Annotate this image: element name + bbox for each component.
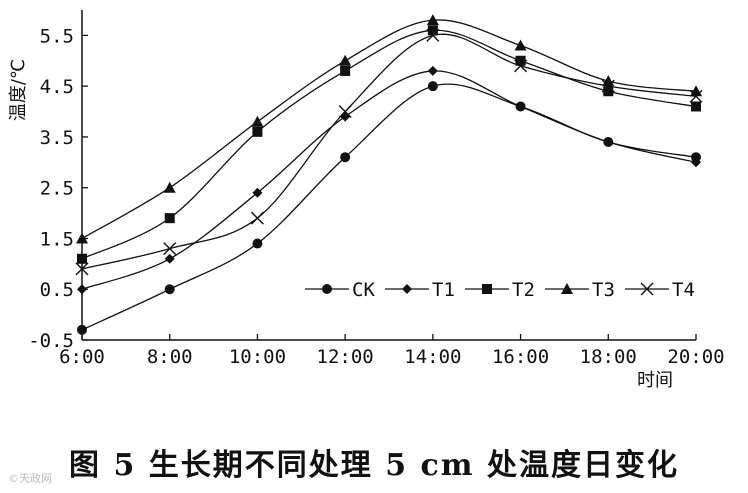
data-point-t1 xyxy=(77,284,87,295)
data-point-t3 xyxy=(602,75,615,87)
data-point-t3 xyxy=(76,232,88,244)
data-point-t2 xyxy=(340,65,351,76)
data-point-t1 xyxy=(603,137,614,147)
y-tick-label: -0.5 xyxy=(28,330,74,352)
y-tick-label: 0.5 xyxy=(40,279,74,301)
x-tick-label: 6:00 xyxy=(59,346,105,368)
data-point-ck xyxy=(164,284,175,295)
data-point-t2 xyxy=(164,213,175,224)
data-point-t4 xyxy=(426,28,440,42)
series-line-t2 xyxy=(81,29,697,260)
data-point-t2 xyxy=(252,126,263,137)
data-point-t3 xyxy=(426,14,439,26)
series-group xyxy=(75,14,703,335)
data-point-ck xyxy=(340,152,351,163)
series-t4 xyxy=(75,28,703,276)
data-point-t4 xyxy=(514,59,528,73)
data-point-t4 xyxy=(75,262,89,276)
tick-group: -0.5 0.5 1.5 2.5 3.5 4.5 5.5 6:00 8:00 10:00 12:00… xyxy=(28,25,724,368)
x-axis-title: 时间 xyxy=(637,370,673,391)
data-point-t4 xyxy=(601,79,615,93)
x-tick-label: 18:00 xyxy=(580,346,637,368)
data-point-t1 xyxy=(164,253,175,264)
data-point-t4 xyxy=(250,211,264,225)
data-point-ck xyxy=(427,81,438,92)
legend: CK T1 T2 T3 T4 xyxy=(305,279,695,301)
legend-label: T3 xyxy=(592,279,615,301)
x-tick-label: 10:00 xyxy=(229,346,286,368)
data-point-t2 xyxy=(427,25,438,36)
legend-item-t3: T3 xyxy=(545,279,615,301)
data-point-t4 xyxy=(689,89,703,103)
line-chart: -0.5 0.5 1.5 2.5 3.5 4.5 5.5 6:00 8:00 10:00 12:00… xyxy=(8,10,725,391)
data-point-t1 xyxy=(252,187,263,198)
data-point-t1 xyxy=(515,101,526,112)
y-tick-label: 3.5 xyxy=(40,127,74,149)
x-tick-label: 14:00 xyxy=(404,346,461,368)
x-tick-label: 16:00 xyxy=(492,346,549,368)
data-point-t3 xyxy=(514,39,527,51)
data-point-t4 xyxy=(163,242,177,256)
x-tick-label: 12:00 xyxy=(317,346,374,368)
data-point-t1 xyxy=(340,111,351,122)
data-point-ck xyxy=(252,238,263,249)
data-point-t2 xyxy=(77,253,87,264)
watermark: ©天政网 xyxy=(8,472,52,485)
legend-item-ck: CK xyxy=(305,279,375,301)
legend-label: T4 xyxy=(672,279,695,301)
legend-item-t4: T4 xyxy=(625,279,695,301)
series-t2 xyxy=(77,25,701,264)
legend-label: T1 xyxy=(432,279,455,301)
legend-marker-t1 xyxy=(402,284,412,294)
legend-marker-t2 xyxy=(482,284,492,294)
y-tick-label: 2.5 xyxy=(40,178,74,200)
x-tick-label: 20:00 xyxy=(667,346,724,368)
figure-caption: 图 5 生长期不同处理 5 cm 处温度日变化 xyxy=(69,448,679,483)
y-tick-label: 1.5 xyxy=(40,228,74,250)
data-point-t2 xyxy=(603,86,614,97)
data-point-t3 xyxy=(251,115,264,127)
data-point-t2 xyxy=(515,55,526,66)
y-axis-title: 温度/℃ xyxy=(8,59,29,121)
series-line-t4 xyxy=(81,33,697,270)
data-point-t2 xyxy=(691,101,701,112)
legend-label: T2 xyxy=(512,279,535,301)
data-point-ck xyxy=(691,152,701,163)
data-point-ck xyxy=(77,324,87,335)
series-line-t3 xyxy=(81,19,697,240)
data-point-t3 xyxy=(339,54,352,66)
y-tick-label: 5.5 xyxy=(40,25,74,47)
legend-marker-t4 xyxy=(640,282,654,296)
x-tick-label: 8:00 xyxy=(147,346,193,368)
legend-item-t1: T1 xyxy=(385,279,455,301)
legend-item-t2: T2 xyxy=(465,279,535,301)
data-point-t3 xyxy=(163,181,176,193)
series-line-t1 xyxy=(81,70,697,290)
series-t3 xyxy=(76,14,702,244)
data-point-t4 xyxy=(338,105,352,119)
legend-marker-t3 xyxy=(561,283,573,294)
legend-label: CK xyxy=(352,279,375,301)
legend-marker-ck xyxy=(322,284,332,294)
data-point-t1 xyxy=(691,157,701,168)
data-point-t1 xyxy=(427,65,438,76)
series-t1 xyxy=(77,65,701,295)
y-tick-label: 4.5 xyxy=(40,76,74,98)
